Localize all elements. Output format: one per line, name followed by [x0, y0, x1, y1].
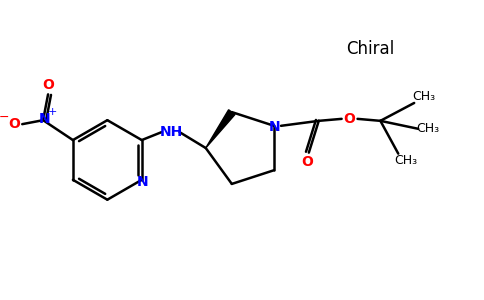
Text: Chiral: Chiral: [347, 40, 395, 58]
Text: NH: NH: [160, 125, 183, 139]
Polygon shape: [206, 110, 235, 148]
Text: N: N: [269, 120, 281, 134]
Text: O: O: [344, 112, 356, 126]
Text: −: −: [0, 111, 10, 124]
Text: CH₃: CH₃: [394, 154, 418, 167]
Text: +: +: [47, 107, 57, 117]
Text: CH₃: CH₃: [412, 91, 436, 103]
Text: O: O: [42, 78, 54, 92]
Text: CH₃: CH₃: [417, 122, 439, 135]
Text: O: O: [8, 117, 20, 131]
Text: O: O: [301, 154, 313, 169]
Text: N: N: [137, 175, 149, 189]
Text: N: N: [38, 112, 50, 126]
